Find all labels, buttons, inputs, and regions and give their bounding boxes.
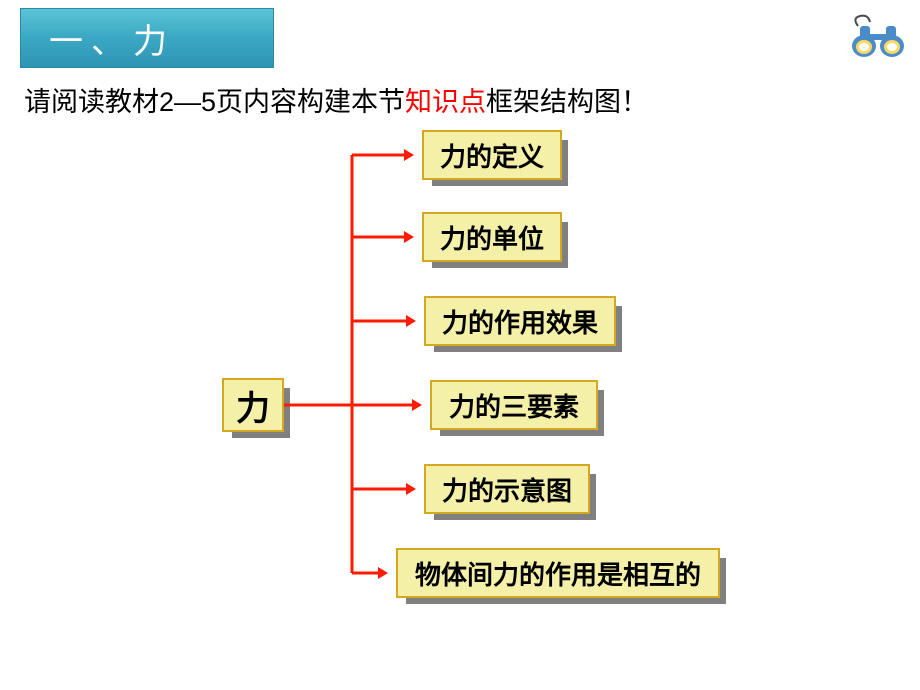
instruction-text: 请阅读教材2—5页内容构建本节知识点框架结构图！ bbox=[24, 80, 648, 119]
section-header: 一、力 bbox=[20, 8, 274, 68]
branch-node-0: 力的定义 bbox=[422, 130, 562, 180]
branch-node-text-3: 力的三要素 bbox=[449, 387, 579, 424]
branch-node-3: 力的三要素 bbox=[430, 380, 598, 430]
branch-node-2: 力的作用效果 bbox=[424, 296, 616, 346]
branch-node-text-2: 力的作用效果 bbox=[442, 303, 598, 340]
branch-node-text-4: 力的示意图 bbox=[442, 471, 572, 508]
branch-node-5: 物体间力的作用是相互的 bbox=[396, 548, 720, 598]
binoculars-icon bbox=[850, 14, 906, 67]
branch-node-text-1: 力的单位 bbox=[440, 219, 544, 256]
section-header-text: 一、力 bbox=[49, 14, 175, 63]
branch-node-text-0: 力的定义 bbox=[440, 137, 544, 174]
branch-node-4: 力的示意图 bbox=[424, 464, 590, 514]
branch-node-text-5: 物体间力的作用是相互的 bbox=[415, 555, 701, 592]
root-node-text: 力 bbox=[236, 381, 270, 430]
branch-node-1: 力的单位 bbox=[422, 212, 562, 262]
root-node: 力 bbox=[222, 378, 284, 432]
